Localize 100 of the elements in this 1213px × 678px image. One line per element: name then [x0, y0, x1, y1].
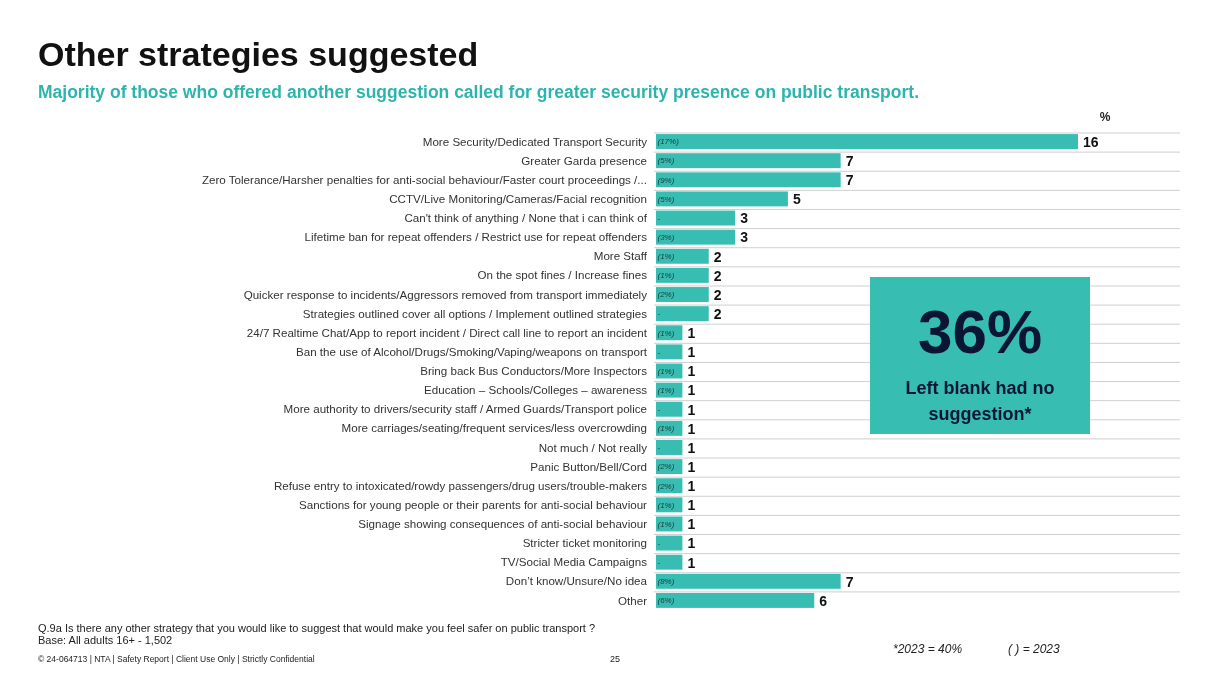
annotation: -: [657, 443, 661, 453]
annotation: (2%): [657, 290, 675, 300]
bar: [656, 573, 841, 589]
data-label: 1: [687, 497, 696, 514]
annotation: (1%): [657, 519, 675, 529]
y-tick-label: More carriages/seating/frequent services/less overcrowding: [341, 421, 647, 435]
annotation: -: [657, 558, 661, 567]
bar: [656, 248, 709, 264]
data-label: 2: [713, 248, 722, 265]
text: Base: All adults 16+ - 1,502: [38, 634, 173, 646]
bar: [656, 172, 841, 188]
bar: [656, 287, 709, 302]
bar: [656, 401, 683, 417]
y-tick-label: Other: [618, 593, 648, 607]
bar: [656, 229, 736, 245]
text: Q.9a Is there any other strategy that you would like to suggest that would make you feel safer on public transport ?: [38, 622, 596, 634]
annotation: -: [657, 405, 661, 415]
y-tick-label: More Security/Dedicated Transport Security: [422, 134, 648, 148]
text: ( ) = 2023: [1008, 642, 1061, 656]
x-axis-title: %: [1099, 110, 1111, 124]
annotation: -: [657, 213, 661, 223]
data-label: 7: [845, 573, 854, 590]
annotation: (9%): [657, 175, 675, 185]
annotation: (1%): [657, 366, 675, 376]
bar: [656, 134, 1078, 150]
bar: [656, 153, 841, 169]
data-label: 1: [687, 516, 696, 533]
data-label: 1: [687, 363, 696, 380]
data-label: 1: [687, 554, 696, 571]
data-label: 1: [687, 382, 696, 399]
annotation: (1%): [657, 328, 675, 338]
y-tick-label: Refuse entry to intoxicated/rowdy passengers/drug users/trouble-makers: [273, 478, 648, 492]
y-tick-label: Greater Garda presence: [521, 153, 647, 167]
y-tick-label: More authority to drivers/security staff / Armed Guards/Transport police: [283, 402, 647, 416]
bar: [656, 191, 788, 207]
annotation: (2%): [657, 481, 675, 491]
data-label: 7: [845, 172, 854, 189]
data-label: 1: [687, 458, 696, 475]
y-tick-label: Can't think of anything / None that i can think of: [404, 211, 648, 225]
annotation: -: [657, 347, 661, 357]
y-tick-label: Lifetime ban for repeat offenders / Restrict use for repeat offenders: [304, 230, 648, 244]
data-label: 1: [687, 344, 696, 361]
bar: [656, 554, 683, 570]
annotation: -: [657, 538, 661, 548]
y-tick-label: Education – Schools/Colleges – awareness: [424, 383, 648, 397]
y-tick-label: Stricter ticket monitoring: [522, 536, 647, 550]
data-label: 1: [687, 401, 696, 418]
y-tick-label: 24/7 Realtime Chat/App to report incident / Direct call line to report an incident: [246, 325, 648, 339]
y-tick-label: Zero Tolerance/Harsher penalties for anti-social behaviour/Faster court proceedings /...: [201, 172, 647, 186]
bar: [656, 592, 815, 608]
y-tick-label: More Staff: [593, 249, 648, 263]
y-tick-label: On the spot fines / Increase fines: [477, 268, 648, 282]
text: Majority of those who offered another suggestion called for greater security presence on public transport.: [38, 82, 919, 102]
y-tick-label: Sanctions for young people or their parents for anti-social behaviour: [298, 497, 648, 511]
bar: [656, 440, 683, 455]
y-tick-label: Panic Button/Bell/Cord: [530, 459, 647, 473]
data-label: 1: [687, 439, 696, 456]
y-tick-label: Signage showing consequences of anti-social behaviour: [358, 517, 648, 531]
data-label: 1: [687, 478, 696, 495]
text: 25: [609, 654, 621, 664]
data-label: 16: [1083, 133, 1099, 150]
data-label: 5: [792, 191, 801, 208]
data-label: 2: [713, 286, 722, 303]
y-tick-label: TV/Social Media Campaigns: [500, 555, 648, 569]
annotation: (5%): [657, 194, 675, 204]
data-label: 6: [819, 592, 828, 609]
y-tick-label: Strategies outlined cover all options / Implement outlined strategies: [302, 306, 648, 320]
annotation: (1%): [657, 271, 675, 281]
annotation: Left blank had no suggestion*: [905, 378, 1055, 424]
data-label: 2: [713, 305, 722, 322]
annotation: (1%): [657, 252, 675, 262]
data-label: 2: [713, 267, 722, 284]
data-label: 3: [740, 229, 749, 246]
annotation: (6%): [657, 596, 675, 606]
data-label: 1: [687, 535, 696, 552]
bar: [656, 306, 709, 322]
annotation: (2%): [657, 462, 675, 472]
y-tick-label: Ban the use of Alcohol/Drugs/Smoking/Vaping/weapons on transport: [295, 344, 648, 358]
y-tick-label: Bring back Bus Conductors/More Inspectors: [420, 364, 648, 378]
annotation: (17%): [657, 137, 680, 147]
text: Other strategies suggested: [38, 35, 479, 73]
annotation: 36%: [917, 297, 1043, 366]
data-label: 7: [845, 153, 854, 169]
annotation: (1%): [657, 424, 675, 434]
text: *2023 = 40%: [893, 642, 963, 656]
annotation: (1%): [657, 500, 675, 510]
bar: [656, 267, 709, 283]
bar: [656, 535, 683, 551]
annotation: (3%): [657, 232, 675, 242]
annotation: (1%): [657, 385, 675, 395]
annotation: (5%): [657, 156, 675, 166]
y-tick-label: Not much / Not really: [538, 440, 648, 454]
bar: [656, 210, 736, 226]
bar: [656, 344, 683, 360]
data-label: 3: [740, 210, 749, 227]
data-label: 1: [687, 325, 696, 342]
y-tick-label: Don’t know/Unsure/No idea: [505, 574, 648, 588]
data-label: 1: [687, 420, 696, 437]
annotation: (8%): [657, 577, 675, 587]
annotation: -: [657, 309, 661, 319]
